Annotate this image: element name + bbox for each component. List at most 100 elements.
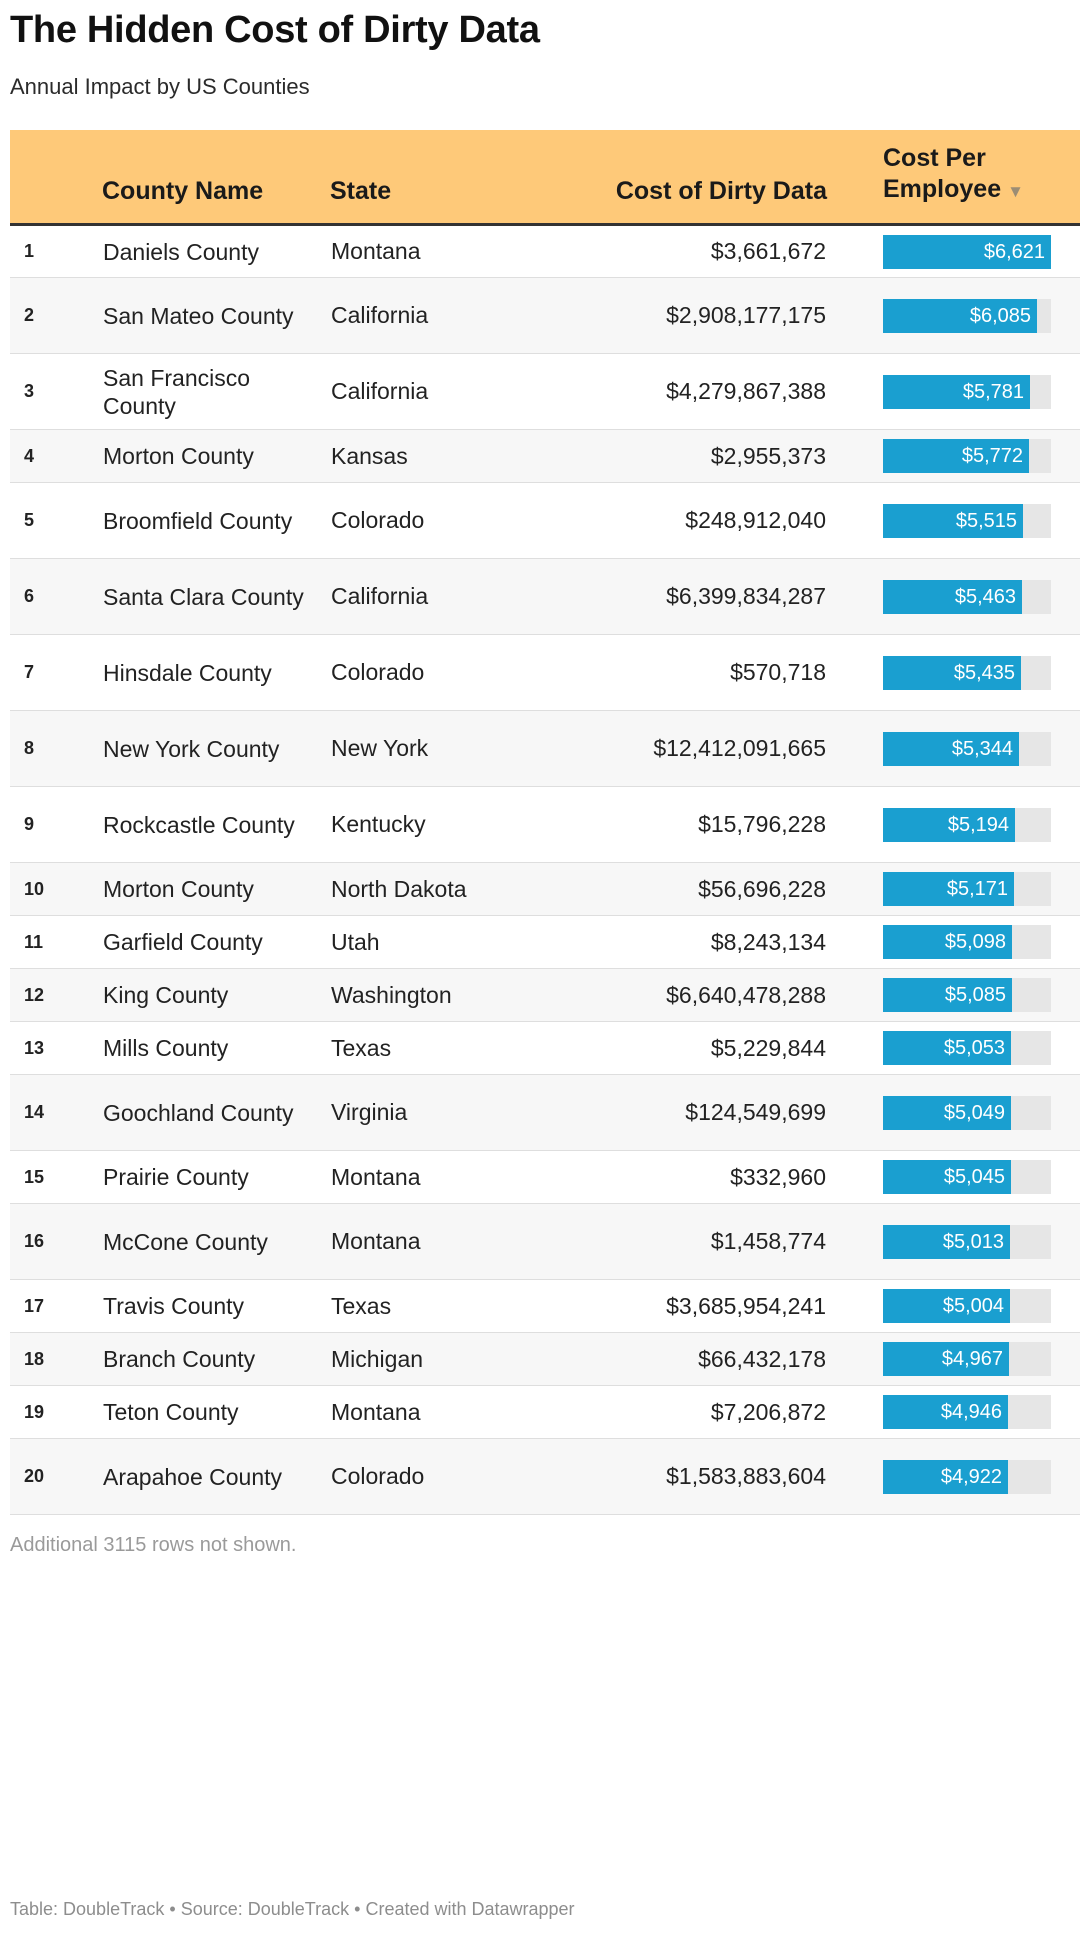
bar-fill: $5,049 xyxy=(883,1095,1011,1130)
bar-value-label: $4,967 xyxy=(941,1348,1003,1370)
chart-title: The Hidden Cost of Dirty Data xyxy=(10,9,540,51)
bar-track: $4,967 xyxy=(883,1342,1051,1376)
bar-value-label: $5,344 xyxy=(951,737,1013,760)
bar-value-label: $5,013 xyxy=(942,1230,1004,1253)
bar-fill: $5,085 xyxy=(883,978,1012,1012)
row-cost-of-dirty-data: $2,955,373 xyxy=(510,429,827,483)
row-county-name: King County xyxy=(102,968,330,1022)
footer: Table: DoubleTrack • Source: DoubleTrack • C… xyxy=(10,1898,575,1920)
bar-value-label: $5,171 xyxy=(946,878,1008,900)
table-row: 6 Santa Clara County California $6,399,834,… xyxy=(10,558,1080,635)
table-header: County Name State Cost of Dirty Data Cos… xyxy=(10,130,1080,226)
table-row: 13 Mills County Texas $5,229,844 $5,053 xyxy=(10,1021,1080,1075)
bar-fill: $4,967 xyxy=(883,1342,1009,1376)
row-state: Texas xyxy=(330,1279,510,1333)
row-cost-per-employee: $5,053 xyxy=(827,1021,1080,1075)
bar-track: $4,922 xyxy=(883,1459,1051,1494)
bar-track: $5,004 xyxy=(883,1289,1051,1323)
bar-value-label: $6,621 xyxy=(983,240,1045,263)
row-rank: 13 xyxy=(10,1021,102,1075)
data-table: County Name State Cost of Dirty Data Cos… xyxy=(10,130,1080,1515)
table-row: 1 Daniels County Montana $3,661,672 $6,621 xyxy=(10,224,1080,278)
row-state: California xyxy=(330,277,510,354)
row-rank: 4 xyxy=(10,429,102,483)
bar-fill: $5,053 xyxy=(883,1031,1011,1065)
table-row: 8 New York County New York $12,412,091,665 $… xyxy=(10,710,1080,787)
row-cost-per-employee: $5,463 xyxy=(827,558,1080,635)
row-county-name: Santa Clara County xyxy=(102,558,330,635)
row-state: California xyxy=(330,353,510,430)
bar-fill: $5,004 xyxy=(883,1289,1010,1323)
row-cost-per-employee: $4,967 xyxy=(827,1332,1080,1386)
row-cost-per-employee: $5,344 xyxy=(827,710,1080,787)
bar-fill: $5,435 xyxy=(883,655,1021,690)
table-row: 7 Hinsdale County Colorado $570,718 $5,435 xyxy=(10,634,1080,711)
row-cost-per-employee: $4,922 xyxy=(827,1438,1080,1515)
bar-value-label: $5,463 xyxy=(954,585,1016,608)
row-county-name: Rockcastle County xyxy=(102,786,330,863)
header-county-name[interactable]: County Name xyxy=(102,130,330,226)
bar-fill: $5,013 xyxy=(883,1224,1010,1259)
row-cost-per-employee: $5,194 xyxy=(827,786,1080,863)
row-cost-per-employee: $5,045 xyxy=(827,1150,1080,1204)
row-cost-per-employee: $5,098 xyxy=(827,915,1080,969)
bar-fill: $5,772 xyxy=(883,439,1029,473)
bar-track: $5,194 xyxy=(883,807,1051,842)
row-cost-of-dirty-data: $248,912,040 xyxy=(510,482,827,559)
bar-track: $5,045 xyxy=(883,1160,1051,1194)
header-state-label: State xyxy=(330,177,392,205)
header-cost-of-dirty-data[interactable]: Cost of Dirty Data xyxy=(510,130,827,226)
row-cost-per-employee: $5,171 xyxy=(827,862,1080,916)
row-rank: 9 xyxy=(10,786,102,863)
header-state[interactable]: State xyxy=(330,130,510,226)
row-county-name: Travis County xyxy=(102,1279,330,1333)
bar-value-label: $5,053 xyxy=(943,1037,1005,1059)
row-cost-of-dirty-data: $5,229,844 xyxy=(510,1021,827,1075)
row-rank: 7 xyxy=(10,634,102,711)
row-cost-of-dirty-data: $332,960 xyxy=(510,1150,827,1204)
row-cost-per-employee: $6,085 xyxy=(827,277,1080,354)
row-cost-per-employee: $5,013 xyxy=(827,1203,1080,1280)
row-rank: 8 xyxy=(10,710,102,787)
header-cost-per-employee[interactable]: Cost Per Employee ▼ xyxy=(827,130,1080,226)
row-cost-per-employee: $5,781 xyxy=(827,353,1080,430)
table-body: 1 Daniels County Montana $3,661,672 $6,621 2 S… xyxy=(10,224,1080,1515)
bar-value-label: $5,049 xyxy=(943,1101,1005,1124)
table-row: 11 Garfield County Utah $8,243,134 $5,098 xyxy=(10,915,1080,969)
table-row: 12 King County Washington $6,640,478,288 $5,… xyxy=(10,968,1080,1022)
row-cost-per-employee: $4,946 xyxy=(827,1385,1080,1439)
row-county-name: Prairie County xyxy=(102,1150,330,1204)
row-cost-of-dirty-data: $1,458,774 xyxy=(510,1203,827,1280)
header-row: County Name State Cost of Dirty Data Cos… xyxy=(10,130,1080,226)
bar-fill: $5,515 xyxy=(883,503,1023,538)
header-rank xyxy=(10,130,102,226)
table-row: 3 San Francisco County California $4,279,86… xyxy=(10,353,1080,430)
row-cost-of-dirty-data: $570,718 xyxy=(510,634,827,711)
bar-value-label: $5,085 xyxy=(944,984,1006,1006)
row-cost-per-employee: $5,049 xyxy=(827,1074,1080,1151)
bar-fill: $5,194 xyxy=(883,807,1015,842)
row-rank: 16 xyxy=(10,1203,102,1280)
bar-track: $5,085 xyxy=(883,978,1051,1012)
header-cost-label: Cost of Dirty Data xyxy=(615,177,827,205)
row-county-name: Arapahoe County xyxy=(102,1438,330,1515)
row-rank: 5 xyxy=(10,482,102,559)
row-cost-of-dirty-data: $124,549,699 xyxy=(510,1074,827,1151)
sort-descending-icon[interactable]: ▼ xyxy=(1007,182,1024,201)
bar-track: $5,435 xyxy=(883,655,1051,690)
row-cost-per-employee: $5,004 xyxy=(827,1279,1080,1333)
bar-fill: $6,621 xyxy=(883,234,1051,269)
row-rank: 17 xyxy=(10,1279,102,1333)
bar-track: $6,085 xyxy=(883,298,1051,333)
row-state: Virginia xyxy=(330,1074,510,1151)
row-state: New York xyxy=(330,710,510,787)
bar-value-label: $5,515 xyxy=(955,509,1017,532)
bar-track: $5,049 xyxy=(883,1095,1051,1130)
table-row: 17 Travis County Texas $3,685,954,241 $5,004 xyxy=(10,1279,1080,1333)
bar-track: $5,781 xyxy=(883,374,1051,409)
bar-track: $5,053 xyxy=(883,1031,1051,1065)
bar-fill: $5,463 xyxy=(883,579,1022,614)
table-row: 18 Branch County Michigan $66,432,178 $4,967 xyxy=(10,1332,1080,1386)
row-state: Texas xyxy=(330,1021,510,1075)
row-state: Colorado xyxy=(330,634,510,711)
